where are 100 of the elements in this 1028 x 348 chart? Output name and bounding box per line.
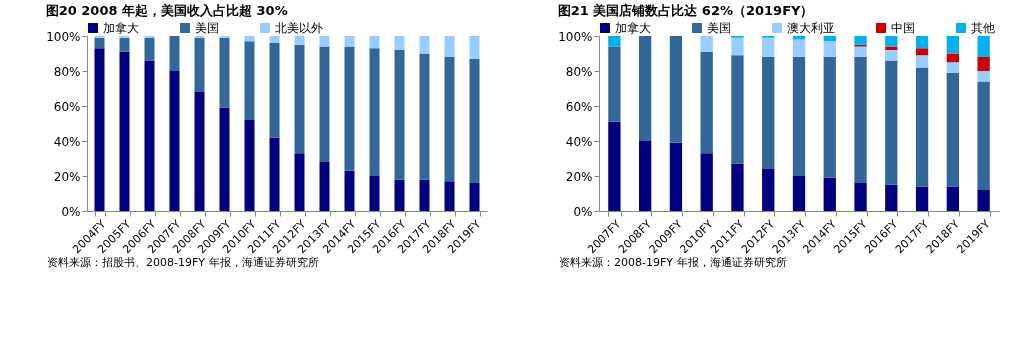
bar bbox=[885, 184, 898, 211]
bar bbox=[977, 71, 990, 82]
bar bbox=[700, 51, 713, 154]
bar bbox=[419, 179, 430, 211]
bar bbox=[394, 179, 405, 211]
bar bbox=[854, 36, 867, 45]
bar bbox=[219, 107, 230, 211]
bar bbox=[469, 183, 480, 211]
bar bbox=[119, 51, 130, 211]
bar bbox=[194, 92, 205, 211]
y-tick-label: 100% bbox=[558, 29, 593, 44]
bar bbox=[762, 57, 775, 169]
bar bbox=[169, 36, 180, 71]
bar bbox=[885, 60, 898, 185]
bar bbox=[792, 176, 806, 211]
bar bbox=[762, 169, 775, 211]
bar bbox=[700, 36, 713, 52]
bar bbox=[394, 36, 405, 50]
bar bbox=[915, 48, 929, 56]
bar bbox=[219, 37, 230, 108]
bar bbox=[394, 50, 405, 180]
bar bbox=[369, 176, 380, 211]
legend-label: 加拿大 bbox=[615, 21, 651, 35]
y-tick-label: 20% bbox=[565, 169, 593, 184]
bar bbox=[731, 55, 744, 164]
y-tick-label: 0% bbox=[61, 204, 81, 219]
y-tick-label: 80% bbox=[565, 64, 593, 79]
bar bbox=[885, 50, 898, 61]
bar bbox=[419, 36, 430, 54]
bar bbox=[639, 36, 652, 141]
bar bbox=[469, 36, 480, 59]
bar bbox=[823, 57, 836, 178]
bar bbox=[94, 48, 105, 211]
bar bbox=[915, 55, 929, 68]
legend-label: 北美以外 bbox=[275, 21, 323, 35]
bar bbox=[915, 36, 929, 49]
bar bbox=[977, 57, 990, 71]
bar bbox=[639, 141, 652, 211]
bar bbox=[608, 121, 621, 211]
legend-label: 加拿大 bbox=[103, 21, 139, 35]
bar bbox=[294, 44, 305, 154]
bar bbox=[608, 36, 621, 47]
y-tick-label: 0% bbox=[573, 204, 593, 219]
bar bbox=[444, 36, 455, 57]
bar bbox=[977, 81, 990, 190]
bar bbox=[854, 57, 867, 183]
bar bbox=[319, 36, 330, 47]
bar bbox=[731, 37, 744, 56]
text: 资料来源：招股书、2008-19FY 年报，海通证券研究所 bbox=[47, 256, 319, 269]
bar bbox=[946, 72, 959, 187]
y-tick-label: 60% bbox=[53, 99, 81, 114]
bar bbox=[144, 60, 155, 211]
bar bbox=[319, 162, 330, 211]
bar bbox=[946, 36, 959, 54]
y-tick-label: 40% bbox=[53, 134, 81, 149]
bar bbox=[854, 46, 867, 57]
bar bbox=[915, 67, 929, 187]
bar bbox=[144, 37, 155, 61]
bar bbox=[731, 163, 744, 211]
bar bbox=[977, 36, 990, 57]
y-tick-label: 100% bbox=[46, 29, 81, 44]
bar bbox=[946, 62, 959, 73]
bar bbox=[669, 36, 683, 143]
bar bbox=[444, 57, 455, 182]
bar bbox=[244, 41, 255, 120]
bar bbox=[792, 57, 806, 176]
bar bbox=[369, 48, 380, 176]
bar bbox=[915, 186, 929, 211]
bar bbox=[294, 153, 305, 211]
bar bbox=[344, 36, 355, 47]
bar bbox=[444, 181, 455, 211]
bar bbox=[823, 41, 836, 57]
bar bbox=[269, 43, 280, 138]
bar bbox=[269, 137, 280, 211]
y-tick-label: 40% bbox=[565, 134, 593, 149]
legend-label: 美国 bbox=[195, 21, 219, 35]
bar bbox=[823, 177, 836, 211]
bar bbox=[169, 71, 180, 211]
bar bbox=[823, 36, 836, 42]
bar bbox=[344, 46, 355, 171]
bar bbox=[244, 36, 255, 42]
bar bbox=[977, 190, 990, 211]
bar bbox=[700, 153, 713, 211]
bar bbox=[119, 37, 130, 52]
bar bbox=[608, 46, 621, 122]
legend-label: 澳大利亚 bbox=[787, 21, 835, 35]
bar bbox=[369, 36, 380, 49]
bar bbox=[94, 37, 105, 49]
bar bbox=[294, 36, 305, 45]
legend-label: 其他 bbox=[971, 21, 995, 35]
bar bbox=[885, 36, 898, 47]
bar bbox=[244, 120, 255, 211]
bar bbox=[792, 36, 806, 40]
bar bbox=[469, 58, 480, 183]
bar bbox=[669, 142, 683, 211]
bar bbox=[762, 37, 775, 57]
chart-title: 图20 2008 年起，美国收入占比超 30% bbox=[45, 3, 288, 18]
bar bbox=[792, 39, 806, 57]
y-tick-label: 80% bbox=[53, 64, 81, 79]
text: 资料来源：2008-19FY 年报，海通证券研究所 bbox=[559, 256, 787, 269]
